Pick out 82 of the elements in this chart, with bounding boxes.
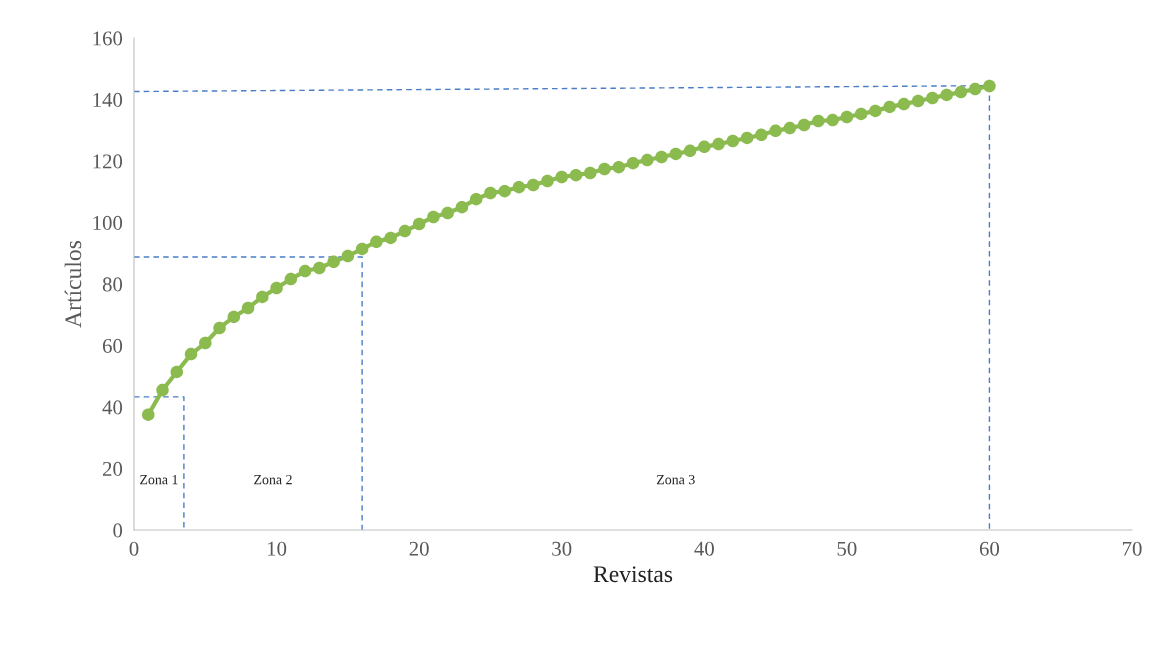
x-tick-label: 50 <box>837 541 857 556</box>
point <box>583 166 597 180</box>
point <box>355 242 369 256</box>
point <box>840 110 854 124</box>
y-tick-label: 120 <box>93 154 123 169</box>
point <box>897 97 911 111</box>
annotation: Zona 1 <box>140 474 178 485</box>
point <box>797 118 811 132</box>
point <box>284 272 298 286</box>
point <box>327 255 340 269</box>
x-tick-label: 10 <box>267 541 287 556</box>
y-tick-label: 60 <box>102 338 123 353</box>
y-axis-title: Artículos <box>64 240 82 328</box>
point <box>484 186 497 200</box>
y-tick-label: 140 <box>93 92 123 107</box>
point <box>569 168 583 182</box>
x-tick-label: 70 <box>1122 541 1142 556</box>
point <box>826 113 839 127</box>
point <box>641 153 654 167</box>
point <box>669 147 683 161</box>
point <box>526 178 540 192</box>
point <box>940 88 953 102</box>
point <box>598 162 611 176</box>
point <box>427 210 440 224</box>
point <box>469 192 483 206</box>
point <box>213 321 226 335</box>
point <box>854 107 868 121</box>
point <box>370 235 383 249</box>
y-tick-label: 80 <box>102 277 123 292</box>
point <box>612 160 625 174</box>
point <box>954 85 968 99</box>
point <box>256 290 269 304</box>
point <box>341 249 355 263</box>
point <box>227 310 241 324</box>
point <box>142 408 155 421</box>
x-tick-label: 30 <box>552 541 572 556</box>
point <box>869 104 882 118</box>
point <box>769 124 782 138</box>
point <box>968 82 982 96</box>
y-tick-label: 40 <box>102 400 123 415</box>
y-tick-label: 100 <box>93 215 123 230</box>
point <box>270 281 283 295</box>
point <box>555 170 568 184</box>
x-tick-label: 60 <box>979 541 1000 556</box>
point <box>156 383 169 397</box>
point <box>926 91 939 105</box>
point <box>683 144 697 158</box>
point <box>655 150 668 164</box>
point <box>755 128 768 142</box>
annotation: Zona 3 <box>656 474 695 485</box>
point <box>983 79 996 93</box>
y-tick-label: 160 <box>93 31 123 46</box>
point <box>726 134 740 148</box>
point <box>498 184 511 198</box>
point <box>455 200 469 214</box>
point <box>541 174 554 188</box>
point <box>398 224 412 238</box>
y-tick-label: 0 <box>113 523 123 538</box>
point <box>626 156 640 170</box>
y-tick-label: 20 <box>102 461 123 476</box>
point <box>313 261 326 275</box>
point <box>184 347 198 361</box>
point <box>241 301 255 315</box>
x-tick-label: 40 <box>694 541 714 556</box>
point <box>783 121 797 135</box>
point <box>740 131 754 145</box>
annotation: Zona 2 <box>254 474 292 485</box>
x-tick-label: 0 <box>129 541 139 556</box>
point <box>512 180 526 194</box>
x-tick-label: 20 <box>409 541 429 556</box>
point <box>441 206 454 220</box>
point <box>712 137 725 151</box>
point <box>384 231 397 245</box>
point <box>199 336 212 350</box>
x-axis-title: Revistas <box>593 566 673 583</box>
point <box>412 217 426 231</box>
point <box>170 365 184 379</box>
point <box>298 264 312 278</box>
point <box>911 94 925 108</box>
point <box>883 100 896 114</box>
point <box>698 140 711 154</box>
point <box>812 114 825 128</box>
